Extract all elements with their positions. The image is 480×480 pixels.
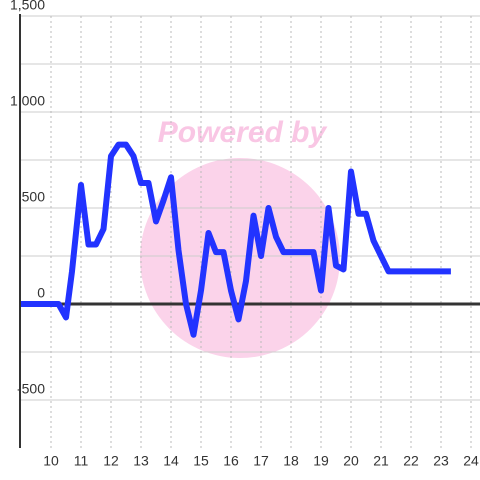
x-tick-label: 13	[133, 453, 149, 469]
y-tick-label: 1,000	[10, 93, 45, 109]
x-tick-label: 19	[313, 453, 329, 469]
y-tick-label: 0	[37, 285, 45, 301]
x-tick-label: 24	[463, 453, 479, 469]
x-tick-label: 11	[74, 453, 89, 469]
data-line	[21, 141, 451, 338]
y-tick-label: 1,500	[10, 0, 45, 13]
x-tick-label: 18	[283, 453, 299, 469]
x-tick-label: 21	[373, 453, 389, 469]
y-tick-label: -500	[17, 381, 45, 397]
y-tick-label: 500	[22, 189, 46, 205]
watermark: Powered by	[158, 116, 328, 149]
x-tick-label: 17	[253, 453, 269, 469]
x-tick-label: 10	[43, 453, 59, 469]
x-tick-label: 14	[163, 453, 179, 469]
x-tick-label: 15	[193, 453, 209, 469]
x-tick-label: 22	[403, 453, 419, 469]
x-tick-label: 16	[223, 453, 239, 469]
x-tick-label: 20	[343, 453, 359, 469]
x-tick-label: 23	[433, 453, 449, 469]
x-tick-label: 12	[103, 453, 119, 469]
